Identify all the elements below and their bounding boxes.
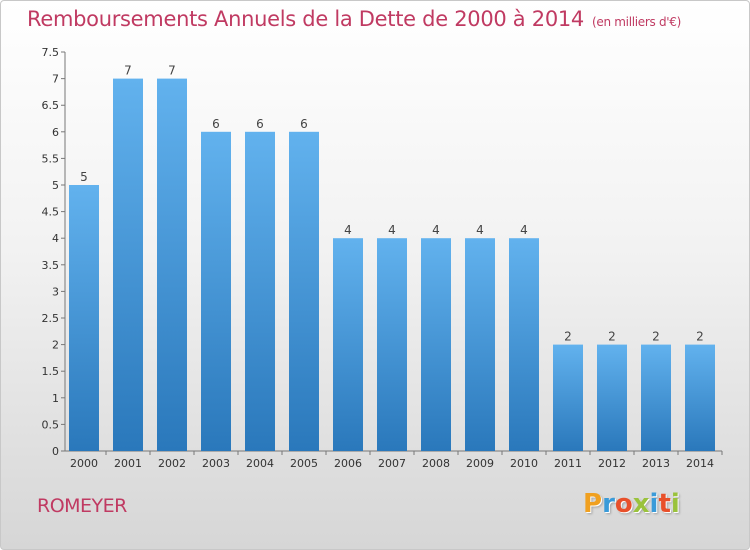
bar bbox=[509, 238, 539, 451]
y-tick-label: 3 bbox=[52, 285, 59, 298]
chart-unit: (en milliers d'€) bbox=[592, 15, 682, 29]
data-label: 6 bbox=[212, 117, 220, 131]
x-tick-label: 2003 bbox=[202, 457, 230, 470]
y-tick-label: 2.5 bbox=[42, 312, 60, 325]
chart-title: Remboursements Annuels de la Dette de 20… bbox=[27, 7, 681, 31]
logo-letter: r bbox=[602, 489, 615, 519]
bar bbox=[201, 131, 231, 452]
bar bbox=[245, 131, 275, 452]
bar bbox=[465, 238, 495, 451]
bar bbox=[597, 344, 627, 451]
bar bbox=[69, 185, 99, 451]
bar bbox=[289, 131, 319, 452]
y-tick-label: 4.5 bbox=[42, 206, 60, 219]
chart-data-labels: 5 7 7 6 6 6 4 4 4 4 4 2 2 2 2 bbox=[80, 64, 704, 344]
logo-letter: o bbox=[614, 489, 633, 519]
bar bbox=[641, 344, 671, 451]
x-tick-label: 2014 bbox=[686, 457, 714, 470]
data-label: 2 bbox=[608, 330, 616, 344]
data-label: 2 bbox=[564, 330, 572, 344]
logo-letter: i bbox=[649, 489, 659, 519]
data-label: 2 bbox=[696, 330, 704, 344]
data-label: 2 bbox=[652, 330, 660, 344]
y-tick-label: 6 bbox=[52, 126, 59, 139]
chart-bars bbox=[69, 78, 715, 452]
y-tick-label: 4 bbox=[52, 232, 59, 245]
x-tick-label: 2005 bbox=[290, 457, 318, 470]
data-label: 5 bbox=[80, 170, 88, 184]
x-tick-label: 2002 bbox=[158, 457, 186, 470]
y-tick-label: 0.5 bbox=[42, 418, 60, 431]
x-tick-label: 2001 bbox=[114, 457, 142, 470]
x-tick-label: 2006 bbox=[334, 457, 362, 470]
bar bbox=[421, 238, 451, 451]
logo-letter: P bbox=[583, 489, 603, 519]
proxiti-logo: Proxiti bbox=[583, 489, 680, 519]
location-name: ROMEYER bbox=[37, 495, 127, 517]
data-label: 6 bbox=[300, 117, 308, 131]
x-tick-label: 2012 bbox=[598, 457, 626, 470]
y-tick-label: 0 bbox=[52, 445, 59, 458]
x-tick-label: 2009 bbox=[466, 457, 494, 470]
data-label: 7 bbox=[124, 64, 132, 78]
y-tick-label: 5.5 bbox=[42, 152, 60, 165]
x-tick-label: 2004 bbox=[246, 457, 274, 470]
x-tick-label: 2007 bbox=[378, 457, 406, 470]
data-label: 4 bbox=[344, 223, 352, 237]
data-label: 6 bbox=[256, 117, 264, 131]
x-tick-label: 2000 bbox=[70, 457, 98, 470]
x-tick-label: 2008 bbox=[422, 457, 450, 470]
data-label: 4 bbox=[476, 223, 484, 237]
y-tick-label: 7 bbox=[52, 73, 59, 86]
bar bbox=[113, 78, 143, 451]
y-tick-label: 5 bbox=[52, 179, 59, 192]
data-label: 4 bbox=[388, 223, 396, 237]
y-tick-label: 6.5 bbox=[42, 99, 60, 112]
x-tick-label: 2011 bbox=[554, 457, 582, 470]
bar bbox=[553, 344, 583, 451]
data-label: 7 bbox=[168, 64, 176, 78]
y-tick-label: 3.5 bbox=[42, 259, 60, 272]
chart-title-text: Remboursements Annuels de la Dette de 20… bbox=[27, 7, 584, 31]
y-tick-label: 7.5 bbox=[42, 46, 60, 59]
bar bbox=[157, 78, 187, 451]
y-tick-label: 2 bbox=[52, 339, 59, 352]
logo-letter: i bbox=[670, 489, 680, 519]
logo-letter: t bbox=[658, 489, 671, 519]
data-label: 4 bbox=[432, 223, 440, 237]
bar bbox=[685, 344, 715, 451]
x-tick-label: 2010 bbox=[510, 457, 538, 470]
bar bbox=[377, 238, 407, 451]
chart-axes: 0 0.5 1 1.5 2 2.5 3 3.5 4 4.5 5 5.5 6 6.5 7 7.5 2000 2001… bbox=[42, 46, 723, 470]
data-label: 4 bbox=[520, 223, 528, 237]
y-tick-label: 1 bbox=[52, 392, 59, 405]
logo-letter: x bbox=[632, 489, 650, 519]
x-tick-label: 2013 bbox=[642, 457, 670, 470]
bar bbox=[333, 238, 363, 451]
y-tick-label: 1.5 bbox=[42, 365, 60, 378]
